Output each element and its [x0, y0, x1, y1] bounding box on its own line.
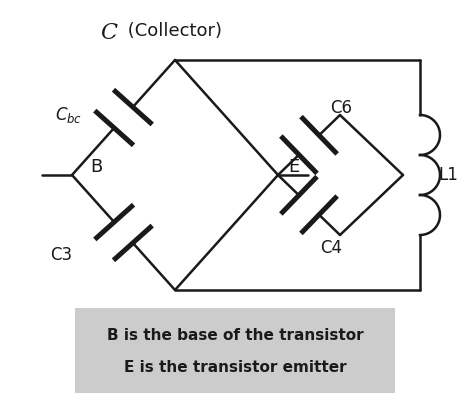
- Text: C3: C3: [50, 246, 72, 264]
- Text: $C_{bc}$: $C_{bc}$: [55, 105, 82, 125]
- FancyBboxPatch shape: [75, 308, 395, 393]
- Text: C: C: [100, 22, 117, 44]
- Text: L1: L1: [438, 166, 458, 184]
- Text: B: B: [90, 158, 102, 176]
- Text: E: E: [288, 158, 299, 176]
- Text: (Collector): (Collector): [122, 22, 222, 40]
- Text: C6: C6: [330, 99, 352, 117]
- Text: B is the base of the transistor: B is the base of the transistor: [107, 328, 363, 344]
- Text: C4: C4: [320, 239, 342, 257]
- Text: E is the transistor emitter: E is the transistor emitter: [124, 361, 346, 376]
